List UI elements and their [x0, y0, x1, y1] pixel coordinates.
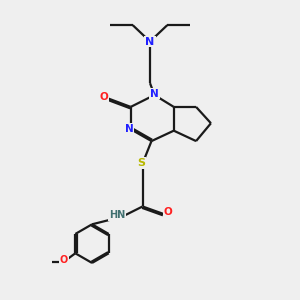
Text: N: N — [125, 124, 134, 134]
Text: O: O — [60, 255, 68, 265]
Text: S: S — [137, 158, 145, 168]
Text: O: O — [100, 92, 108, 101]
Text: N: N — [146, 37, 154, 46]
Text: O: O — [164, 207, 172, 218]
Text: HN: HN — [109, 210, 125, 220]
Text: N: N — [150, 88, 159, 98]
